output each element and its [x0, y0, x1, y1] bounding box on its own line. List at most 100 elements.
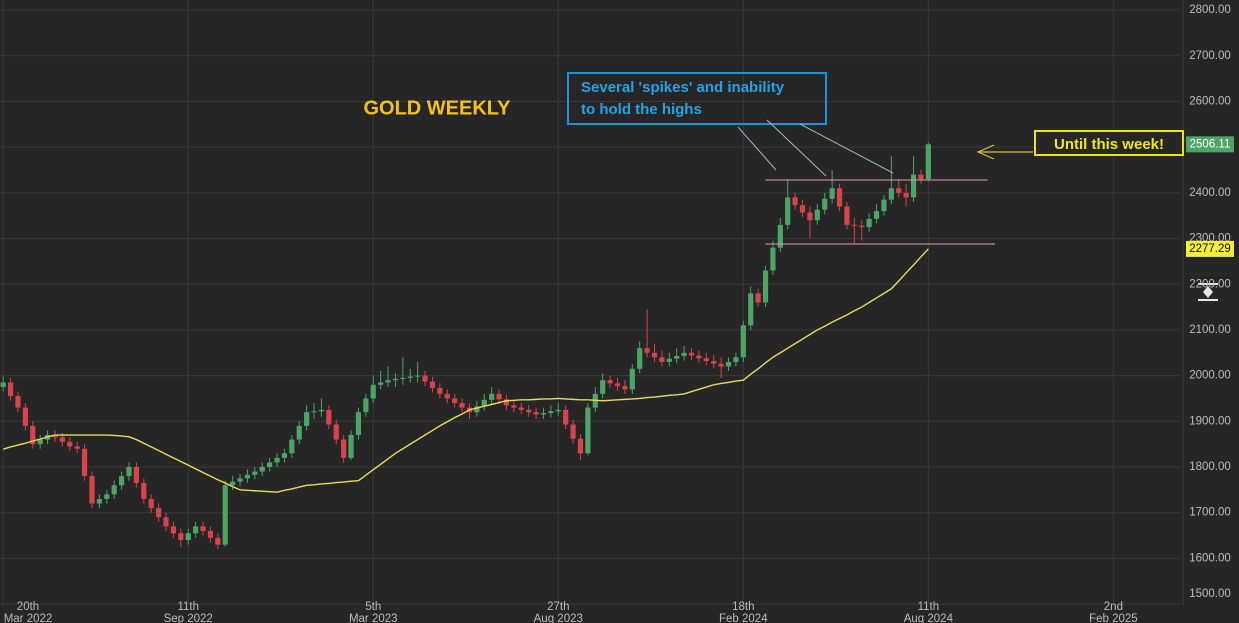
candle-body	[133, 467, 139, 483]
candle-body	[200, 526, 206, 531]
moving-average	[2, 248, 929, 493]
candle-body	[748, 293, 754, 326]
candle-body	[733, 357, 739, 362]
candle-body	[311, 411, 317, 413]
candle-body	[89, 476, 95, 504]
candle-body	[651, 352, 658, 358]
x-tick-label: 20th	[17, 601, 39, 613]
arrow-head	[976, 144, 995, 160]
candle-body	[644, 348, 650, 353]
y-tick-label: 1800.00	[1189, 461, 1231, 473]
y-tick-label: 1500.00	[1189, 588, 1231, 600]
callout-text: Until this week!	[1054, 136, 1164, 153]
x-tick-label: Aug 2023	[534, 613, 583, 623]
pointer-line	[737, 126, 777, 171]
candle-body	[637, 348, 643, 369]
candle-body	[363, 398, 369, 413]
candle-body	[370, 384, 376, 399]
candle-body	[244, 474, 251, 479]
x-tick-label: Aug 2024	[904, 613, 954, 623]
candle-body	[422, 375, 428, 382]
candle-body	[296, 425, 302, 440]
axis-icon	[1196, 282, 1220, 302]
candle-body	[185, 533, 191, 541]
candle-body	[452, 398, 458, 404]
candle-body	[274, 457, 280, 463]
y-tick-label: 1700.00	[1189, 507, 1231, 519]
candle-body	[178, 533, 184, 541]
last-price-tag: 2506.11	[1190, 138, 1231, 150]
candle-body	[385, 380, 391, 383]
candle-body	[674, 355, 680, 359]
candle-body	[918, 174, 924, 180]
annotations: GOLD WEEKLY Several 'spikes' and inabili…	[4, 4, 1234, 623]
candle-body	[903, 192, 909, 198]
icon-down	[1203, 292, 1213, 298]
candle-body	[281, 453, 288, 458]
candle-body	[777, 224, 783, 248]
candle-body	[740, 325, 746, 358]
candle-body	[400, 377, 406, 379]
candle-body	[600, 380, 606, 394]
candle-body	[681, 352, 687, 356]
candle-body	[474, 406, 480, 413]
candle-body	[577, 438, 584, 454]
candle-body	[0, 382, 6, 388]
marks	[0, 142, 995, 550]
candle-body	[881, 199, 887, 212]
candle-body	[925, 144, 931, 180]
candle-body	[7, 382, 14, 397]
candle-body	[540, 413, 547, 415]
y-tick-label: 2200.00	[1189, 278, 1231, 290]
candle-body	[873, 211, 880, 219]
x-tick-label: Mar 2023	[349, 613, 398, 623]
candle-body	[444, 393, 450, 399]
ma-price-tag: 2277.29	[1189, 243, 1231, 255]
candle-body	[526, 409, 532, 413]
candle-body	[237, 478, 243, 482]
candle-body	[59, 437, 65, 442]
candle-body	[304, 412, 310, 426]
note-box	[567, 72, 827, 125]
candle-body	[725, 361, 732, 367]
x-tick-label: Mar 2022	[4, 613, 53, 623]
callout-box	[1034, 130, 1184, 156]
y-tick-label: 2400.00	[1189, 187, 1231, 199]
candle-body	[888, 188, 894, 200]
candle-body	[489, 393, 495, 400]
candle-body	[207, 530, 214, 538]
candle-body	[126, 467, 132, 477]
candle-body	[755, 293, 761, 303]
candle-body	[585, 407, 591, 454]
candle-body	[496, 393, 502, 400]
candle-body	[170, 526, 177, 534]
candle-body	[378, 382, 384, 385]
candle-body	[163, 517, 169, 527]
candle-body	[267, 462, 273, 468]
candle-body	[607, 380, 613, 384]
candle-body	[844, 206, 850, 225]
candle-body	[141, 482, 147, 499]
candle-body	[252, 471, 258, 475]
candle-body	[15, 396, 21, 408]
y-tick-label: 2700.00	[1189, 50, 1231, 62]
candle-body	[666, 358, 672, 362]
pointer-line	[799, 123, 894, 174]
candle-body	[762, 270, 769, 303]
candle-body	[822, 198, 828, 210]
candle-body	[259, 467, 265, 472]
y-tick-label: 2800.00	[1189, 4, 1231, 16]
candle-body	[111, 485, 117, 495]
candle-body	[407, 376, 413, 378]
last-price-tag-box	[1186, 136, 1234, 153]
candle-body	[148, 498, 154, 509]
candle-body	[718, 363, 724, 367]
icon-up	[1203, 286, 1213, 292]
candle-body	[533, 412, 539, 415]
candle-body	[37, 439, 43, 445]
note-text: Several 'spikes' and inability	[581, 79, 785, 96]
candle-body	[52, 435, 58, 438]
candle-body	[866, 218, 872, 228]
